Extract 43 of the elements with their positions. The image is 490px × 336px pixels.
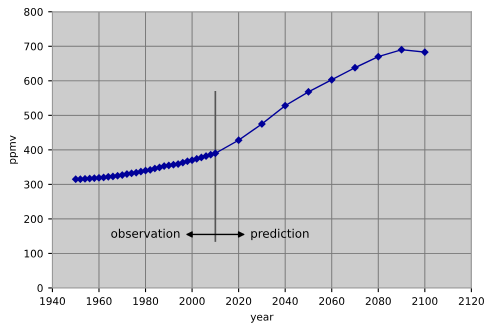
annotation: prediction <box>251 228 308 240</box>
annotation: observation <box>111 228 180 238</box>
y-tick-label: 500 <box>24 112 43 120</box>
point <box>188 156 196 164</box>
x-tick-label: 2000 <box>180 297 205 306</box>
point <box>118 171 126 179</box>
point <box>374 53 382 60</box>
point <box>179 158 186 166</box>
x-tick-label: 2040 <box>272 297 298 306</box>
point <box>398 46 406 54</box>
y-tick-label: 0 <box>37 284 43 292</box>
point <box>258 120 266 128</box>
y-axis-title: ppmv <box>10 135 18 164</box>
point <box>151 164 158 172</box>
x-tick-label: 2100 <box>412 297 438 306</box>
y-tick-label: 300 <box>24 180 43 188</box>
point <box>212 150 219 157</box>
point <box>174 160 182 168</box>
y-tick-label: 100 <box>24 250 43 258</box>
point <box>193 155 200 162</box>
x-tick-label: 1940 <box>40 297 65 306</box>
x-tick-label: 2020 <box>226 297 252 306</box>
x-tick-label: 2120 <box>458 297 484 306</box>
point <box>202 152 210 160</box>
point <box>421 48 428 56</box>
point <box>207 151 214 158</box>
point <box>351 64 359 72</box>
point <box>198 154 206 162</box>
y-tick-label: 800 <box>24 8 43 16</box>
y-tick-label: 400 <box>24 146 43 154</box>
x-tick-label: 2080 <box>366 297 391 306</box>
y-tick-label: 200 <box>24 215 43 224</box>
y-tick-label: 700 <box>24 42 43 50</box>
y-tick-label: 600 <box>24 77 43 85</box>
point <box>282 102 289 110</box>
x-tick-label: 1960 <box>86 297 112 306</box>
x-tick-label: 2060 <box>319 297 344 306</box>
point <box>137 168 145 176</box>
point <box>304 88 312 96</box>
point <box>234 136 242 144</box>
x-axis-title: year <box>250 314 274 323</box>
x-tick-label: 1980 <box>133 297 158 306</box>
point <box>328 76 336 84</box>
